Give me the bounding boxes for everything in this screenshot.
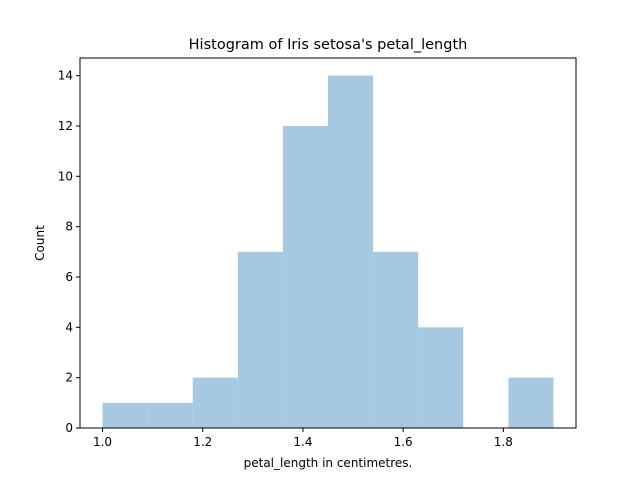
x-tick-label: 1.2 <box>193 435 212 449</box>
y-axis-ticks: 0 2 4 6 8 10 12 14 <box>58 69 80 435</box>
y-tick-label: 14 <box>58 69 73 83</box>
y-tick-label: 6 <box>65 270 73 284</box>
histogram-bar <box>418 327 464 428</box>
chart-title: Histogram of Iris setosa's petal_length <box>189 37 468 53</box>
x-tick-label: 1.8 <box>494 435 513 449</box>
y-tick-label: 2 <box>65 371 73 385</box>
y-axis-label: Count <box>33 225 47 261</box>
x-axis-label: petal_length in centimetres. <box>244 456 413 470</box>
y-tick-label: 8 <box>65 220 73 234</box>
histogram-bar <box>282 125 328 429</box>
y-tick-label: 10 <box>58 169 73 183</box>
y-tick-label: 4 <box>65 320 73 334</box>
histogram-bars <box>102 75 554 429</box>
plot-frame <box>79 57 577 429</box>
histogram-bar <box>508 377 554 428</box>
y-tick-label: 12 <box>58 119 73 133</box>
x-tick-label: 1.4 <box>293 435 312 449</box>
histogram-bar <box>147 402 193 428</box>
histogram-bar <box>328 75 374 428</box>
histogram-bar <box>237 251 283 428</box>
histogram-bar <box>192 377 238 428</box>
x-axis-ticks: 1.0 1.2 1.4 1.6 1.8 <box>93 428 513 449</box>
x-tick-label: 1.6 <box>394 435 413 449</box>
x-tick-label: 1.0 <box>93 435 112 449</box>
histogram-bar <box>102 402 148 428</box>
y-tick-label: 0 <box>65 421 73 435</box>
histogram-bar <box>373 251 419 428</box>
